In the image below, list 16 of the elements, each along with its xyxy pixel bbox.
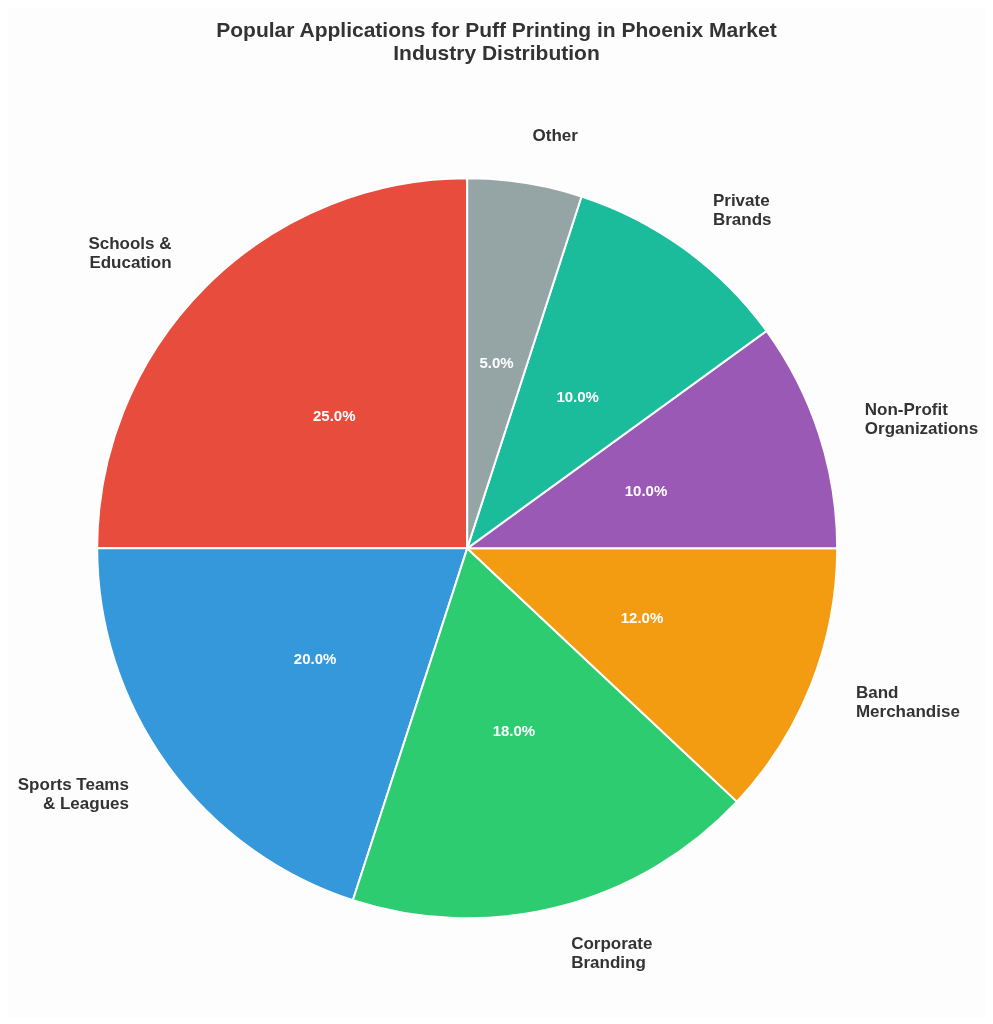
slice-label: Band Merchandise xyxy=(855,683,960,722)
slice-label: Non-Profit Organizations xyxy=(864,400,979,439)
data-label: 10.0% xyxy=(556,387,599,405)
slice-label: Other xyxy=(532,125,579,145)
data-label: 10.0% xyxy=(624,481,668,499)
slice-label: Private Brands xyxy=(712,191,772,230)
chart-subtitle: Industry Distribution xyxy=(393,41,600,64)
chart-title: Popular Applications for Puff Printing in Phoenix Market xyxy=(216,18,777,41)
data-label: 5.0% xyxy=(479,354,514,372)
slice-label: Sports Teams & Leagues xyxy=(17,775,129,814)
data-label: 12.0% xyxy=(620,609,664,627)
data-label: 25.0% xyxy=(312,406,356,424)
data-label: 18.0% xyxy=(492,721,536,739)
slice-label: Schools & Education xyxy=(88,233,172,272)
data-label: 20.0% xyxy=(293,650,337,668)
slice-label: Corporate Branding xyxy=(571,934,653,973)
